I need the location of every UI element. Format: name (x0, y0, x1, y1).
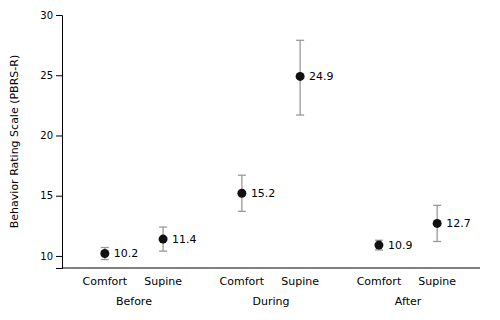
point (296, 72, 305, 81)
x-category-label: Supine (418, 275, 456, 288)
error-cap-high (433, 205, 441, 206)
y-axis-line (56, 16, 63, 269)
data-labels: 10.2 11.4 15.2 24.9 10.9 12.7 (114, 70, 471, 260)
point (100, 249, 109, 258)
error-bar (238, 175, 246, 211)
y-tick-mark (56, 15, 62, 16)
y-tick-label: 20 (40, 130, 53, 141)
point (433, 219, 442, 228)
point (159, 235, 168, 244)
y-tick: 25 (40, 70, 62, 81)
y-tick: 20 (40, 130, 62, 141)
x-group-label: During (253, 295, 290, 308)
y-tick-mark (56, 135, 62, 136)
y-tick-mark (56, 75, 62, 76)
marks (100, 40, 441, 259)
x-category-label: Comfort (357, 275, 402, 288)
y-tick-mark (56, 196, 62, 197)
chart: 10 15 20 25 30 Behavior Rating Scale (PBRS-R)… (0, 0, 500, 320)
error-bar (296, 40, 304, 115)
error-cap-high (238, 175, 246, 176)
x-group-label: Before (116, 295, 152, 308)
error-bar (159, 227, 167, 251)
data-label: 15.2 (251, 187, 276, 200)
y-axis: 10 15 20 25 30 (40, 10, 62, 269)
error-bar (375, 240, 383, 250)
error-cap-low (238, 211, 246, 212)
data-label: 10.9 (388, 239, 413, 252)
x-category-label: Comfort (220, 275, 265, 288)
error-cap-low (296, 114, 304, 115)
x-category-label: Supine (144, 275, 182, 288)
error-cap-high (159, 226, 167, 227)
y-tick-label: 15 (40, 190, 53, 201)
y-axis-title: Behavior Rating Scale (PBRS-R) (8, 55, 21, 228)
error-cap-high (296, 40, 304, 41)
x-category-label: Supine (281, 275, 319, 288)
y-tick: 10 (40, 251, 62, 262)
y-tick-label: 25 (40, 70, 53, 81)
error-cap-low (159, 250, 167, 251)
data-label: 12.7 (446, 217, 471, 230)
plot: 10 15 20 25 30 Behavior Rating Scale (PBRS-R)… (8, 10, 480, 308)
x-category-label: Comfort (83, 275, 128, 288)
data-label: 11.4 (172, 233, 197, 246)
error-bar (433, 205, 441, 241)
error-cap-low (101, 259, 109, 260)
y-tick-label: 10 (40, 251, 53, 262)
data-label: 24.9 (309, 70, 334, 83)
error-bar (101, 248, 109, 260)
point (374, 241, 383, 250)
y-tick: 15 (40, 190, 62, 201)
error-cap-high (101, 247, 109, 248)
x-axis-line (62, 268, 480, 269)
y-tick: 30 (40, 10, 62, 21)
error-cap-low (433, 241, 441, 242)
x-labels: Comfort Supine Comfort Supine Comfort Supine B… (83, 275, 457, 308)
point (237, 189, 246, 198)
data-label: 10.2 (114, 247, 139, 260)
x-group-label: After (395, 295, 422, 308)
y-tick-mark (56, 256, 62, 257)
y-tick-label: 30 (40, 10, 53, 21)
